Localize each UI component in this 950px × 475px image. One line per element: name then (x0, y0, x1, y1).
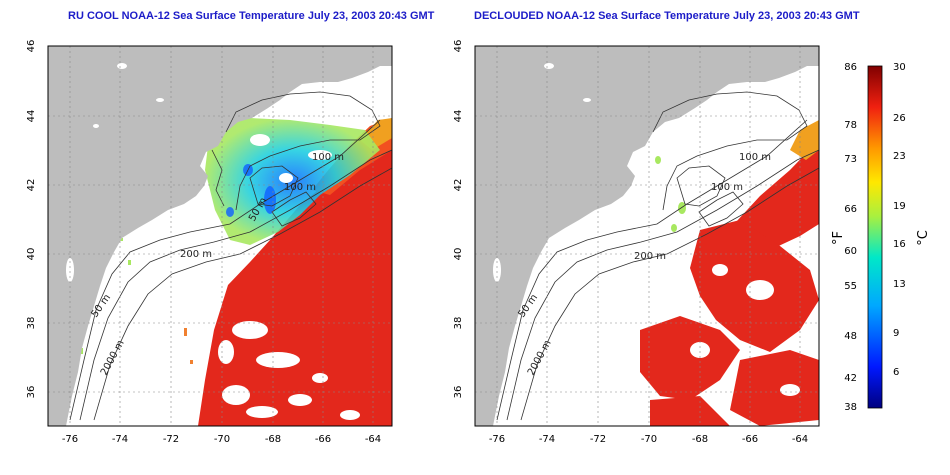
y-tick-label: 36 (453, 386, 464, 399)
right-y-axis: 46 44 42 40 38 36 (453, 40, 464, 399)
y-tick-label: 46 (26, 40, 37, 53)
contour-label: 200 m (180, 249, 212, 260)
y-tick-label: 42 (453, 179, 464, 192)
y-tick-label: 38 (26, 317, 37, 330)
fahrenheit-tick: 73 (844, 154, 857, 165)
fahrenheit-label: °F (831, 231, 846, 245)
right-panel-title: DECLOUDED NOAA-12 Sea Surface Temperatur… (474, 10, 860, 22)
fahrenheit-tick: 86 (844, 62, 857, 73)
contour-label: 100 m (711, 182, 743, 193)
x-tick-label: -76 (489, 434, 505, 445)
celsius-label: °C (916, 230, 931, 246)
contour-label: 200 m (634, 251, 666, 262)
celsius-tick: 26 (893, 113, 906, 124)
fahrenheit-tick: 60 (844, 246, 857, 257)
colorbar-gradient (867, 65, 883, 409)
land-mass (48, 46, 392, 426)
celsius-tick: 23 (893, 151, 906, 162)
colorbar: 86 78 73 66 60 55 48 42 38 30 26 23 19 1… (831, 62, 931, 413)
x-tick-label: -72 (590, 434, 606, 445)
warm-water-region (198, 118, 392, 426)
x-tick-label: -74 (112, 434, 128, 445)
left-map-panel: 100 m 100 m 50 m 200 m 50 m 2000 m (47, 45, 393, 427)
y-tick-label: 46 (453, 40, 464, 53)
left-panel-title: RU COOL NOAA-12 Sea Surface Temperature … (68, 10, 435, 22)
x-tick-label: -70 (214, 434, 230, 445)
x-tick-label: -64 (792, 434, 808, 445)
y-tick-label: 40 (26, 248, 37, 261)
celsius-tick: 30 (893, 62, 906, 73)
left-y-axis: 46 44 42 40 38 36 (26, 40, 37, 399)
x-tick-label: -76 (62, 434, 78, 445)
x-tick-label: -68 (265, 434, 281, 445)
x-tick-label: -66 (742, 434, 758, 445)
x-tick-label: -66 (315, 434, 331, 445)
celsius-tick: 6 (893, 367, 899, 378)
right-x-axis: -76 -74 -72 -70 -68 -66 -64 (489, 434, 808, 445)
x-tick-label: -64 (365, 434, 381, 445)
celsius-tick: 16 (893, 239, 906, 250)
celsius-tick: 13 (893, 279, 906, 290)
x-tick-label: -74 (539, 434, 555, 445)
contour-label: 100 m (739, 152, 771, 163)
fahrenheit-tick: 38 (844, 402, 857, 413)
fahrenheit-tick: 42 (844, 373, 857, 384)
y-tick-label: 42 (26, 179, 37, 192)
left-x-axis: -76 -74 -72 -70 -68 -66 -64 (62, 434, 381, 445)
contour-label: 100 m (284, 182, 316, 193)
x-tick-label: -70 (641, 434, 657, 445)
y-tick-label: 44 (26, 110, 37, 123)
celsius-tick: 9 (893, 328, 899, 339)
contour-label: 100 m (312, 152, 344, 163)
land-mass (475, 46, 819, 426)
y-tick-label: 40 (453, 248, 464, 261)
x-tick-label: -72 (163, 434, 179, 445)
fahrenheit-tick: 66 (844, 204, 857, 215)
cold-water-region (205, 118, 380, 245)
y-tick-label: 36 (26, 386, 37, 399)
right-map-panel: 100 m 100 m 200 m 50 m 2000 m (474, 45, 820, 427)
x-tick-label: -68 (692, 434, 708, 445)
fahrenheit-tick: 55 (844, 281, 857, 292)
celsius-tick: 19 (893, 201, 906, 212)
fahrenheit-tick: 78 (844, 120, 857, 131)
fahrenheit-tick: 48 (844, 331, 857, 342)
y-tick-label: 38 (453, 317, 464, 330)
y-tick-label: 44 (453, 110, 464, 123)
